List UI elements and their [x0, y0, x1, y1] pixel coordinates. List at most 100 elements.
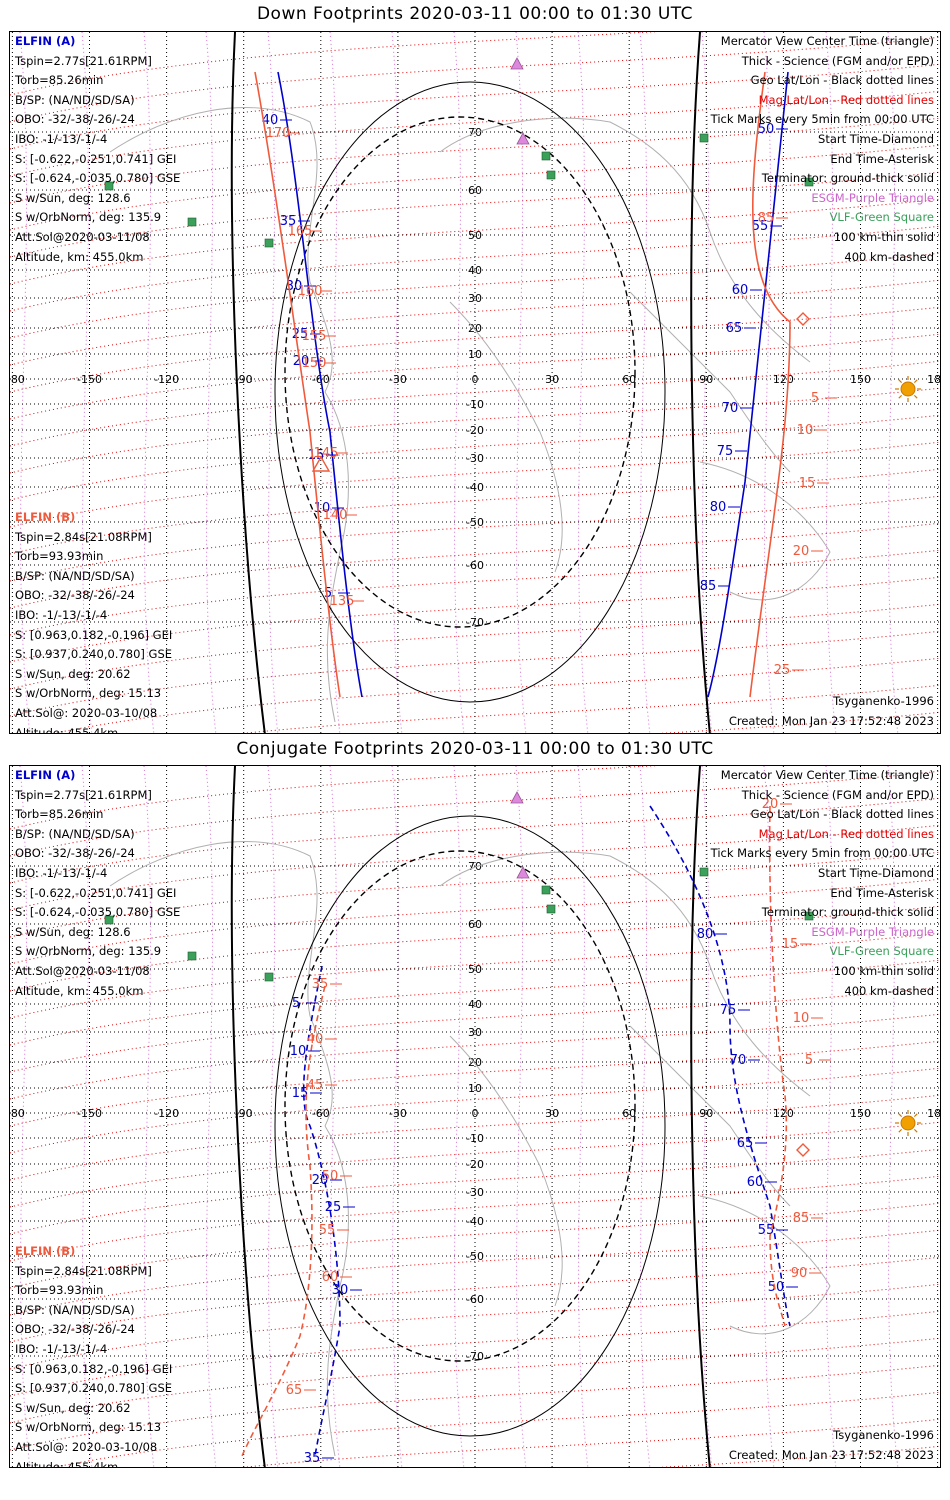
sun-ray [913, 1113, 918, 1118]
mag-lon-line [267, 32, 279, 733]
lat-tick-label: -10 [466, 398, 484, 411]
mag-lon-line [205, 32, 217, 733]
terminator-west [230, 32, 266, 733]
elfin-a-header: ELFIN (A) [15, 34, 76, 48]
time-tick-label: 25 [325, 1200, 342, 1215]
time-tick-label: 80 [710, 500, 727, 515]
elfin-a-line: Torb=85.26min [15, 807, 104, 822]
sun-icon [900, 1115, 916, 1131]
esgm-triangle [510, 791, 524, 804]
elfin-b-info: ELFIN (B) Tspin=2.84s[21.08RPM] Torb=93.… [15, 1242, 172, 1468]
lat-tick-label: 70 [468, 860, 482, 873]
esgm-triangle [510, 57, 524, 70]
time-tick-label: 75 [720, 1003, 737, 1018]
elfin-b-line: B/SP: (NA/ND/SD/SA) [15, 1302, 135, 1317]
elfin-a-line: B/SP: (NA/ND/SD/SA) [15, 826, 135, 841]
coastline [629, 1025, 791, 1207]
footprint-track-a-east [649, 805, 791, 1327]
time-tick-label: 15 [782, 937, 799, 952]
footprint-track-b-west [254, 71, 341, 698]
coastline [324, 1125, 349, 1457]
coastline [439, 117, 811, 363]
mag-lon-line [81, 32, 93, 733]
time-tick-label: 5 [324, 586, 332, 601]
panel-title-conjugate: Conjugate Footprints 2020-03-11 00:00 to… [236, 739, 714, 759]
time-tick-label: 35 [280, 214, 297, 229]
lon-tick-label: -90 [235, 1107, 253, 1120]
time-tick-label: 35 [312, 977, 329, 992]
time-tick-label: 5 [292, 996, 300, 1011]
map-panel-conjugate: -180-150-120-90-60-300306090120150180706… [9, 765, 941, 1468]
lon-tick-label: 60 [622, 1107, 636, 1120]
lat-tick-label: -60 [466, 559, 484, 572]
elfin-b-line: Altitude: 455.4km [15, 1459, 119, 1468]
coastline [109, 107, 333, 393]
vlf-station-square [187, 217, 197, 227]
mag-lon-line [639, 32, 651, 733]
lat-tick-label: -20 [466, 424, 484, 437]
lat-tick-label: 40 [468, 998, 482, 1011]
mag-lon-line [701, 766, 713, 1467]
elfin-a-line: S w/OrbNorm, deg: 135.9 [15, 944, 162, 959]
mag-lon-line [763, 32, 775, 733]
lon-tick-label: -60 [312, 1107, 330, 1120]
coastline [449, 1035, 563, 1307]
legend-item: ESGM-Purple Triangle [811, 924, 934, 939]
sun-ray [913, 1128, 918, 1133]
horizon-400km [284, 850, 636, 1362]
lat-tick-label: -40 [466, 481, 484, 494]
panel-title-down: Down Footprints 2020-03-11 00:00 to 01:3… [256, 4, 694, 24]
vlf-station-square [264, 238, 274, 248]
start-time-diamond [796, 312, 810, 326]
lon-tick-label: 150 [850, 1107, 871, 1120]
legend-item: End Time-Asterisk [830, 151, 934, 166]
elfin-b-line: S w/Sun, deg: 20.62 [15, 1400, 131, 1415]
legend-item: Geo Lat/Lon - Black dotted lines [750, 807, 934, 822]
time-tick-label: 85 [700, 579, 717, 594]
coastline [699, 1195, 831, 1335]
mag-lon-line [639, 766, 651, 1467]
time-tick-label: 170 [266, 126, 291, 141]
mag-lon-line [19, 32, 31, 733]
time-tick-label: 40 [262, 113, 279, 128]
sun-icon [900, 381, 916, 397]
coastline [324, 391, 349, 723]
lon-tick-label: -90 [235, 373, 253, 386]
lat-tick-label: -40 [466, 1215, 484, 1228]
time-tick-label: 65 [726, 321, 743, 336]
lat-tick-label: 40 [468, 264, 482, 277]
lat-tick-label: -30 [466, 452, 484, 465]
time-tick-label: 60 [747, 1175, 764, 1190]
time-tick-label: 55 [752, 219, 769, 234]
mag-lon-line [515, 766, 527, 1467]
mag-lon-line [577, 32, 589, 733]
time-tick-label: 60 [322, 1270, 339, 1285]
elfin-b-line: Altitude: 455.4km [15, 725, 119, 734]
elfin-b-line: OBO: -32/-38/-26/-24 [15, 588, 135, 603]
map-panel-down: -180 -150 -120 -90 -60 -30 0 30 60 90 120 150 180 70 6… [9, 31, 941, 734]
footprint-track-a-west [277, 71, 363, 698]
elfin-a-line: S w/Sun, deg: 128.6 [15, 924, 131, 939]
time-tick-label: 15 [799, 476, 816, 491]
time-tick-label: 85 [793, 1211, 810, 1226]
elfin-b-line: S w/Sun, deg: 20.62 [15, 666, 131, 681]
time-tick-label: 150 [302, 356, 327, 371]
lat-tick-label: 10 [468, 348, 482, 361]
mag-lon-line [19, 766, 31, 1467]
lon-tick-label: 30 [545, 373, 559, 386]
lon-tick-label: 150 [850, 373, 871, 386]
mag-lon-line [887, 32, 899, 733]
mag-lon-line [453, 32, 465, 733]
mag-lon-line [701, 32, 713, 733]
time-tick-label: 65 [286, 1383, 303, 1398]
time-tick-label: 140 [323, 508, 348, 523]
lat-tick-label: -10 [466, 1132, 484, 1145]
footprint-track-a-east [707, 71, 789, 698]
time-tick-label: 165 [288, 224, 313, 239]
time-tick-label: 90 [791, 1266, 808, 1281]
model-label: Tsyganenko-1996 [833, 1428, 934, 1442]
vlf-station-square [546, 904, 556, 914]
legend-item: Mag Lat/Lon - Red dotted lines [758, 92, 934, 107]
time-tick-label: 55 [319, 1223, 336, 1238]
time-tick-label: 20 [312, 1173, 329, 1188]
